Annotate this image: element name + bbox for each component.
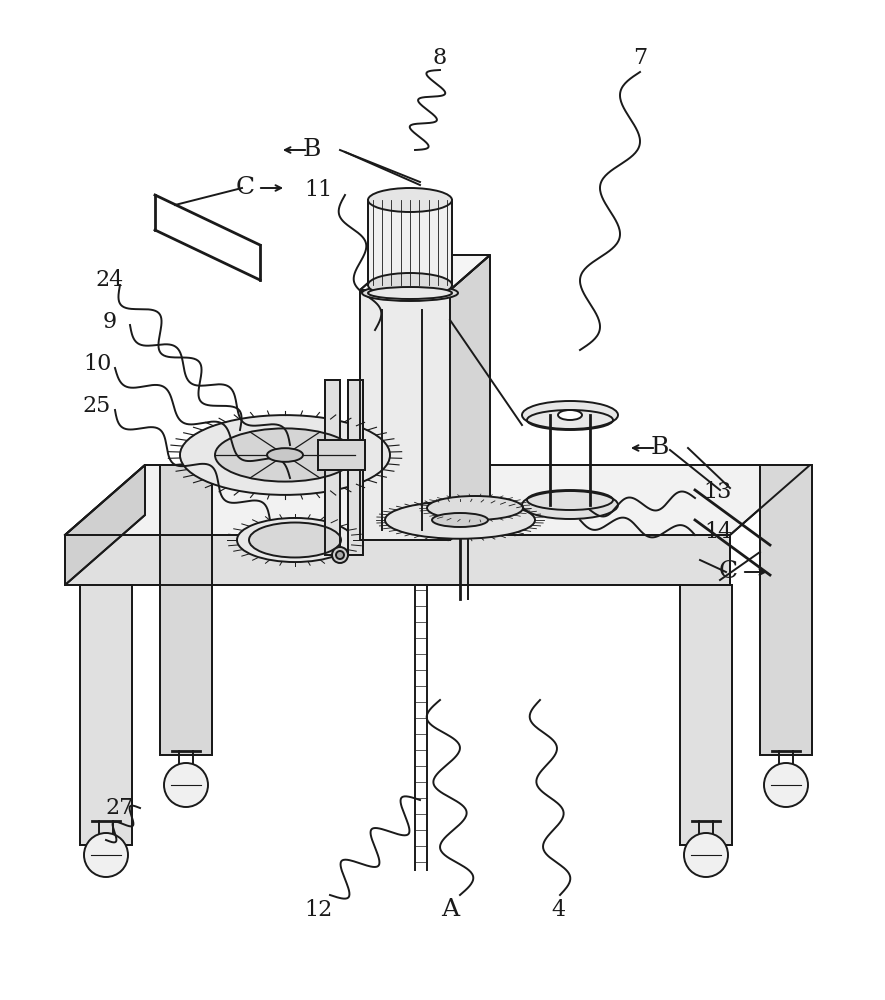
Ellipse shape (522, 401, 618, 429)
Polygon shape (680, 585, 732, 845)
Ellipse shape (237, 518, 353, 562)
Ellipse shape (684, 833, 728, 877)
Polygon shape (760, 465, 812, 755)
Ellipse shape (249, 523, 341, 557)
Polygon shape (318, 440, 365, 470)
Ellipse shape (368, 287, 452, 299)
Polygon shape (160, 465, 212, 755)
Ellipse shape (84, 833, 128, 877)
Polygon shape (368, 200, 452, 285)
Ellipse shape (267, 448, 303, 462)
Ellipse shape (362, 285, 458, 301)
Text: 12: 12 (304, 899, 332, 921)
Ellipse shape (522, 491, 618, 519)
Text: C: C (719, 560, 737, 584)
Text: 7: 7 (633, 47, 647, 69)
Text: C: C (235, 176, 255, 200)
Polygon shape (65, 465, 810, 535)
Text: 10: 10 (83, 353, 112, 375)
Polygon shape (325, 380, 340, 555)
Ellipse shape (180, 415, 390, 495)
Text: 4: 4 (551, 899, 565, 921)
Ellipse shape (368, 188, 452, 212)
Ellipse shape (215, 428, 355, 482)
Text: 25: 25 (83, 395, 112, 417)
Ellipse shape (368, 273, 452, 297)
Text: B: B (303, 138, 321, 161)
Text: 9: 9 (103, 311, 117, 333)
Text: 27: 27 (106, 797, 135, 819)
Ellipse shape (336, 551, 344, 559)
Text: 13: 13 (704, 481, 732, 503)
Ellipse shape (764, 763, 808, 807)
Text: B: B (650, 436, 669, 460)
Ellipse shape (385, 501, 535, 539)
Text: 14: 14 (704, 521, 732, 543)
Polygon shape (450, 255, 490, 540)
Text: A: A (441, 898, 459, 922)
Polygon shape (360, 255, 490, 290)
Text: 11: 11 (304, 179, 332, 201)
Ellipse shape (432, 513, 488, 527)
Ellipse shape (558, 410, 582, 420)
Ellipse shape (164, 763, 208, 807)
Polygon shape (65, 465, 145, 585)
Polygon shape (348, 380, 363, 555)
Text: 8: 8 (433, 47, 447, 69)
Text: 24: 24 (96, 269, 124, 291)
Polygon shape (65, 535, 730, 585)
Polygon shape (80, 585, 132, 845)
Ellipse shape (427, 496, 523, 520)
Polygon shape (360, 290, 450, 540)
Ellipse shape (332, 547, 348, 563)
